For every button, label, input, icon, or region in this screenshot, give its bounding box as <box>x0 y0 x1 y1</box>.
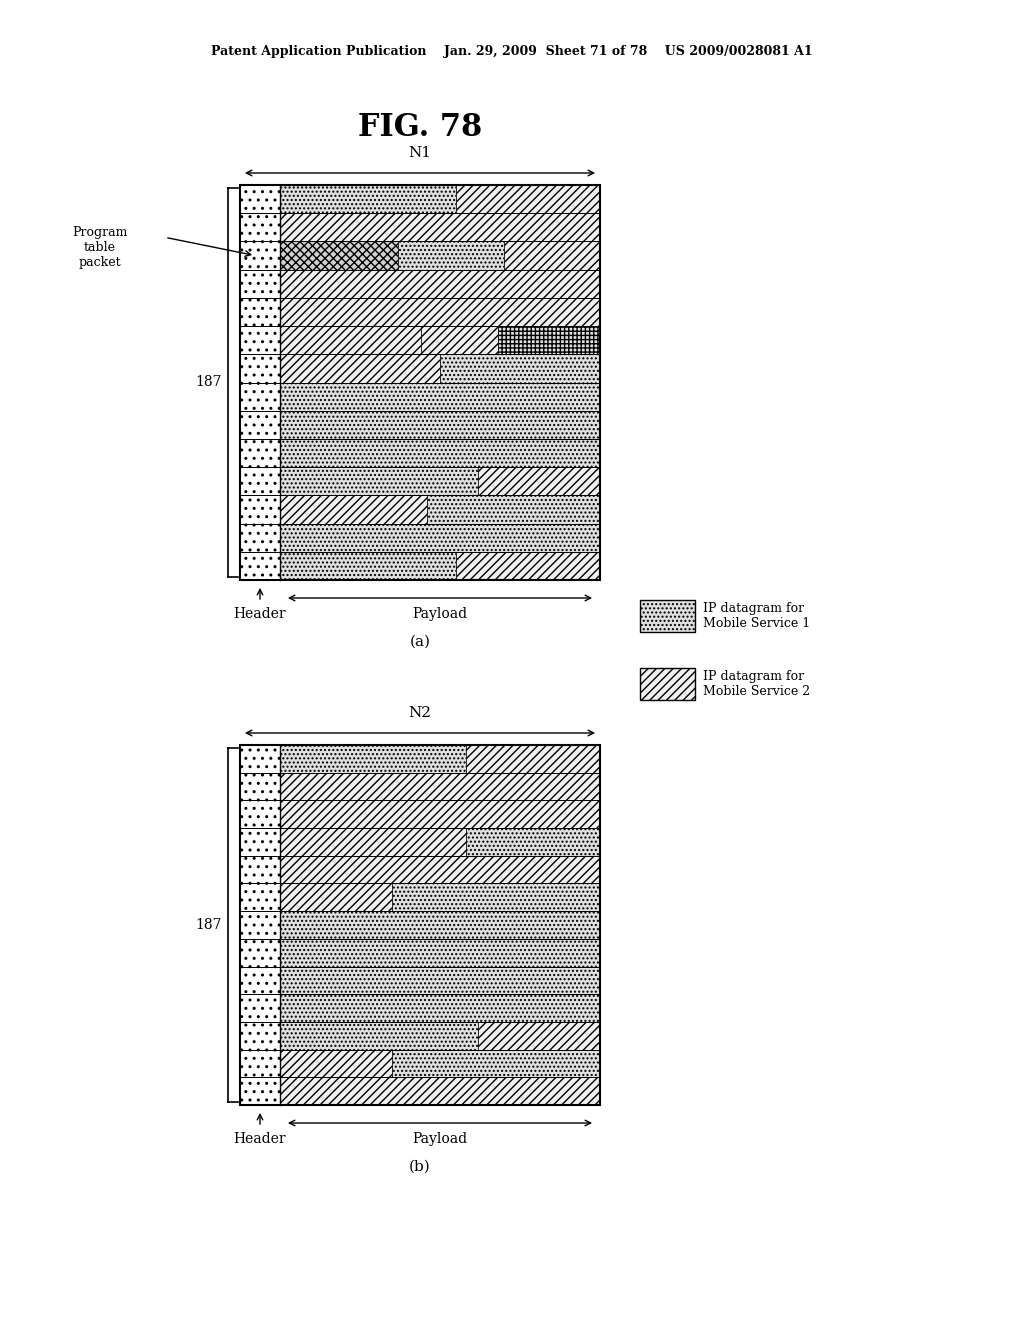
Bar <box>240 744 280 772</box>
Text: Header: Header <box>233 607 287 620</box>
Bar <box>421 326 498 354</box>
Bar <box>280 242 398 269</box>
Bar <box>240 383 280 411</box>
Bar <box>280 298 600 326</box>
Bar <box>280 1022 478 1049</box>
Bar <box>280 966 600 994</box>
Bar <box>456 552 600 579</box>
Bar <box>240 800 280 828</box>
Text: FIG. 78: FIG. 78 <box>357 112 482 144</box>
Bar <box>240 326 280 354</box>
Bar <box>640 601 695 632</box>
Bar <box>280 855 600 883</box>
Bar <box>240 1077 280 1105</box>
Bar <box>280 939 600 966</box>
Bar <box>240 185 280 214</box>
Bar <box>240 828 280 855</box>
Text: (b): (b) <box>410 1160 431 1173</box>
Bar <box>280 883 392 911</box>
Bar <box>280 994 600 1022</box>
Bar <box>240 495 280 524</box>
Bar <box>240 966 280 994</box>
Bar <box>280 326 421 354</box>
Bar <box>240 524 280 552</box>
Bar <box>240 772 280 800</box>
Bar <box>280 495 427 524</box>
Text: Program
table
packet: Program table packet <box>73 226 128 268</box>
Bar <box>240 354 280 383</box>
Bar <box>280 772 600 800</box>
Bar <box>398 242 504 269</box>
Bar <box>240 185 600 579</box>
Bar <box>280 911 600 939</box>
Text: IP datagram for
Mobile Service 2: IP datagram for Mobile Service 2 <box>703 671 810 698</box>
Bar <box>240 298 280 326</box>
Bar <box>280 185 456 214</box>
Bar <box>240 883 280 911</box>
Bar <box>280 800 600 828</box>
Bar <box>280 354 440 383</box>
Bar <box>640 668 695 700</box>
Bar <box>280 411 600 440</box>
Bar <box>478 1022 600 1049</box>
Text: Payload: Payload <box>413 607 468 620</box>
Bar <box>280 524 600 552</box>
Bar <box>280 828 466 855</box>
Bar <box>240 911 280 939</box>
Bar <box>240 1022 280 1049</box>
Bar <box>240 1049 280 1077</box>
Bar <box>498 326 600 354</box>
Bar <box>240 214 280 242</box>
Bar <box>427 495 600 524</box>
Bar <box>240 411 280 440</box>
Bar <box>240 994 280 1022</box>
Text: Payload: Payload <box>413 1133 468 1146</box>
Text: 187: 187 <box>196 375 222 389</box>
Bar <box>240 467 280 495</box>
Bar <box>240 939 280 966</box>
Bar <box>280 1049 392 1077</box>
Bar <box>280 383 600 411</box>
Text: (a): (a) <box>410 635 430 649</box>
Bar <box>280 552 456 579</box>
Text: Header: Header <box>233 1133 287 1146</box>
Bar <box>240 242 280 269</box>
Bar <box>466 744 600 772</box>
Bar <box>280 744 466 772</box>
Bar <box>240 440 280 467</box>
Text: 187: 187 <box>196 917 222 932</box>
Bar <box>466 828 600 855</box>
Bar <box>280 269 600 298</box>
Bar <box>280 440 600 467</box>
Text: N1: N1 <box>409 147 431 160</box>
Bar <box>280 214 600 242</box>
Bar <box>240 855 280 883</box>
Bar <box>240 744 600 1105</box>
Bar <box>478 467 600 495</box>
Text: IP datagram for
Mobile Service 1: IP datagram for Mobile Service 1 <box>703 602 810 630</box>
Bar <box>240 552 280 579</box>
Bar <box>456 185 600 214</box>
Bar <box>440 354 600 383</box>
Bar <box>280 1077 600 1105</box>
Bar <box>504 242 600 269</box>
Text: Patent Application Publication    Jan. 29, 2009  Sheet 71 of 78    US 2009/00280: Patent Application Publication Jan. 29, … <box>211 45 813 58</box>
Bar <box>280 467 478 495</box>
Bar <box>240 269 280 298</box>
Text: N2: N2 <box>409 706 431 719</box>
Bar <box>392 1049 600 1077</box>
Bar <box>392 883 600 911</box>
